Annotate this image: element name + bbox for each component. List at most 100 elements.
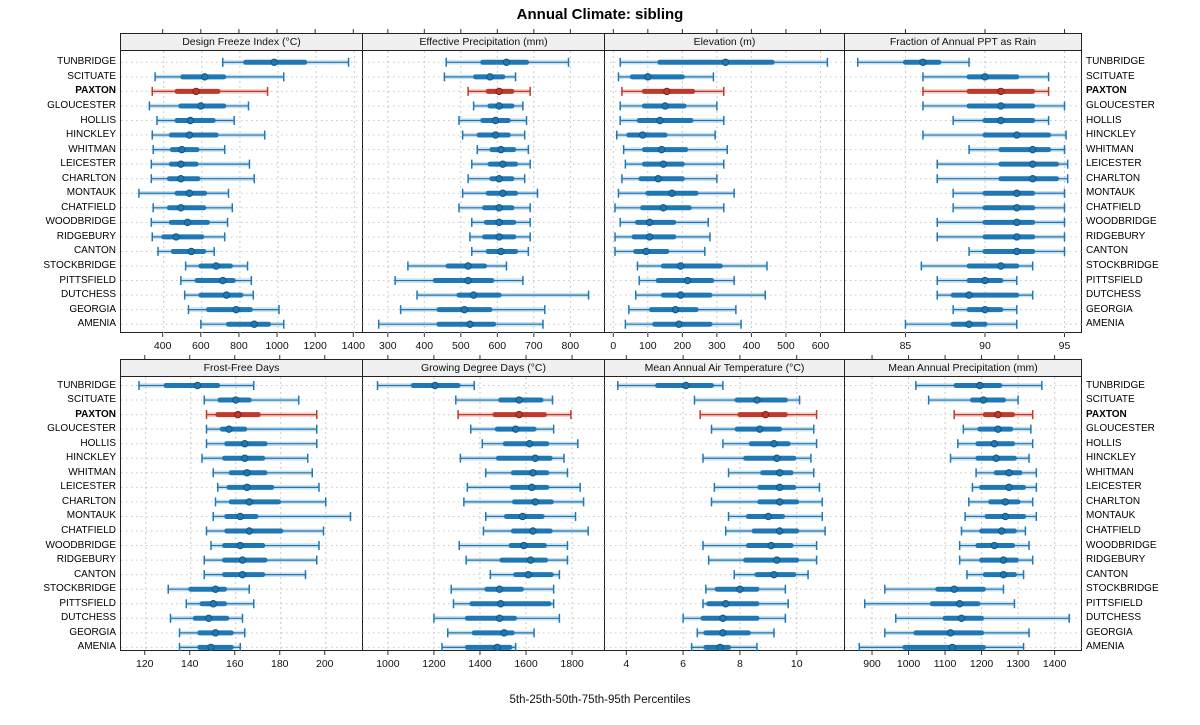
percentile-row-woodbridge (702, 541, 818, 551)
percentile-row-leicester (150, 159, 251, 169)
svg-text:900: 900 (863, 658, 881, 670)
svg-text:4: 4 (623, 658, 629, 670)
percentile-row-paxton (922, 86, 1050, 96)
svg-text:1000: 1000 (897, 658, 921, 670)
percentile-row-hinckley (615, 130, 716, 140)
x-axis-mean-annual-precipitation-mm: 900 1000 1100 1200 1300 1400 (863, 651, 1067, 670)
percentile-row-hollis (205, 439, 318, 449)
panel-elevation-m (605, 51, 845, 333)
percentile-row-amenia (624, 319, 742, 329)
row-label-gloucester: GLOUCESTER (47, 423, 116, 435)
panel-mean-annual-air-temperature-c (605, 377, 845, 651)
percentile-row-charlton (214, 497, 327, 507)
row-label-right-pittsfield: PITTSFIELD (1086, 274, 1143, 286)
row-label-right-scituate: SCITUATE (1086, 70, 1135, 82)
row-label-georgia: GEORGIA (69, 303, 116, 315)
svg-text:800: 800 (562, 340, 580, 352)
svg-text:1400: 1400 (342, 340, 366, 352)
percentile-row-canton (489, 570, 561, 580)
panel-canvas-growing-degree-days-c (363, 377, 605, 651)
svg-text:600: 600 (812, 340, 830, 352)
svg-text:1200: 1200 (970, 658, 994, 670)
percentile-row-canton (733, 570, 809, 580)
percentile-row-gloucester (470, 424, 555, 434)
row-label-georgia: GEORGIA (69, 626, 116, 638)
row-label-right-hinckley: HINCKLEY (1086, 129, 1137, 141)
svg-text:1200: 1200 (303, 340, 327, 352)
percentile-row-stockbridge (167, 584, 250, 594)
percentile-row-leicester (971, 482, 1038, 492)
row-label-right-hollis: HOLLIS (1086, 437, 1122, 449)
row-label-right-amenia: AMENIA (1086, 641, 1125, 653)
percentile-row-chatfield (482, 526, 589, 536)
panel-header-mean-annual-air-temperature-c: Mean Annual Air Temperature (°C) (605, 359, 845, 377)
top-axis-ticks-elevation-m (612, 29, 821, 33)
percentile-row-dutchess (433, 613, 561, 623)
percentile-row-scituate (154, 72, 285, 82)
panel-header-frost-free-days: Frost-Free Days (120, 359, 363, 377)
row-label-whitman: WHITMAN (68, 143, 116, 155)
row-label-right-leicester: LEICESTER (1086, 481, 1142, 493)
percentile-row-woodbridge (150, 217, 229, 227)
panel-canvas-effective-precipitation-mm (363, 51, 605, 333)
percentile-row-woodbridge (619, 217, 710, 227)
percentile-row-chatfield (614, 203, 725, 213)
svg-text:800: 800 (230, 340, 248, 352)
percentile-row-hollis (957, 439, 1034, 449)
svg-text:85: 85 (900, 340, 912, 352)
percentile-row-whitman (476, 145, 530, 155)
percentile-row-montauk (461, 188, 539, 198)
percentile-row-scituate (443, 72, 517, 82)
percentile-row-leicester (217, 482, 320, 492)
percentile-row-georgia (187, 305, 280, 315)
percentile-row-gloucester (922, 101, 1066, 111)
row-label-whitman: WHITMAN (68, 466, 116, 478)
svg-text:0: 0 (610, 340, 616, 352)
percentile-row-georgia (399, 305, 546, 315)
row-label-right-gloucester: GLOUCESTER (1086, 99, 1155, 111)
percentile-row-pittsfield (180, 276, 253, 286)
percentile-row-chatfield (205, 526, 325, 536)
row-label-right-georgia: GEORGIA (1086, 303, 1133, 315)
svg-text:200: 200 (316, 658, 334, 670)
svg-text:1400: 1400 (1043, 658, 1067, 670)
svg-text:400: 400 (416, 340, 434, 352)
panel-header-mean-annual-precipitation-mm: Mean Annual Precipitation (mm) (845, 359, 1082, 377)
row-label-chatfield: CHATFIELD (61, 201, 116, 213)
panel-canvas-fraction-of-annual-ppt-as-rain (845, 51, 1082, 333)
row-label-right-whitman: WHITMAN (1086, 466, 1134, 478)
row-label-right-dutchess: DUTCHESS (1086, 612, 1142, 624)
percentile-row-ridgebury (936, 232, 1066, 242)
percentile-row-paxton (457, 410, 572, 420)
row-label-right-canton: CANTON (1086, 568, 1129, 580)
row-label-hollis: HOLLIS (80, 437, 116, 449)
percentile-row-chatfield (458, 203, 531, 213)
svg-text:400: 400 (743, 340, 761, 352)
percentile-row-stockbridge (450, 584, 555, 594)
percentile-row-ridgebury (465, 555, 569, 565)
percentile-row-stockbridge (884, 584, 1005, 594)
percentile-row-georgia (696, 628, 775, 638)
percentile-row-pittsfield (394, 276, 524, 286)
top-axis-ticks-frost-free-days (144, 355, 326, 359)
percentile-row-chatfield (152, 203, 234, 213)
row-label-amenia: AMENIA (77, 641, 116, 653)
svg-text:1400: 1400 (468, 658, 492, 670)
percentile-row-whitman (975, 468, 1038, 478)
row-label-chatfield: CHATFIELD (61, 525, 116, 536)
top-axis-ticks-design-freeze-index-c (162, 29, 354, 33)
percentile-row-canton (157, 246, 215, 256)
percentile-row-hollis (156, 116, 235, 125)
row-label-right-chatfield: CHATFIELD (1086, 201, 1141, 213)
row-label-canton: CANTON (73, 568, 116, 580)
svg-text:1600: 1600 (514, 658, 538, 670)
percentile-row-montauk (484, 511, 577, 521)
percentile-row-gloucester (962, 424, 1032, 434)
row-label-charlton: CHARLTON (61, 495, 116, 507)
percentile-row-chatfield (724, 526, 826, 536)
percentile-row-leicester (466, 482, 581, 492)
panel-header-growing-degree-days-c: Growing Degree Days (°C) (363, 359, 605, 377)
row-label-hinckley: HINCKLEY (65, 452, 116, 464)
svg-text:1000: 1000 (265, 340, 289, 352)
